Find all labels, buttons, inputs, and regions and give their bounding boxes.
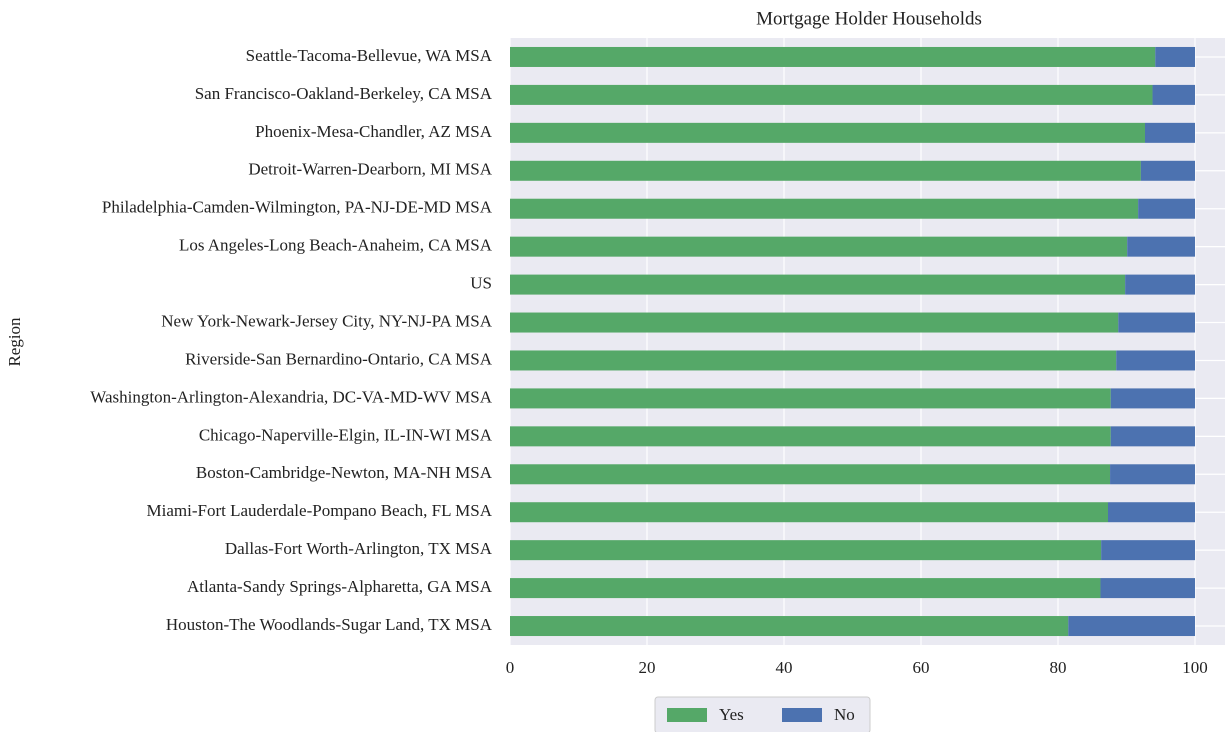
bar-segment [1068, 616, 1195, 637]
bar-segment [510, 426, 1111, 447]
bar-segment [1110, 388, 1195, 409]
x-tick-label: 20 [639, 658, 656, 677]
legend-label: Yes [719, 705, 744, 724]
bar-segment [1140, 160, 1195, 181]
y-tick-label: Dallas-Fort Worth-Arlington, TX MSA [225, 539, 493, 558]
bar-segment [1101, 540, 1195, 561]
y-tick-label: Washington-Arlington-Alexandria, DC-VA-M… [90, 387, 492, 406]
legend-swatch [667, 708, 707, 722]
y-tick-label: Boston-Cambridge-Newton, MA-NH MSA [196, 463, 493, 482]
y-tick-label: New York-Newark-Jersey City, NY-NJ-PA MS… [161, 311, 492, 330]
bar-segment [1138, 198, 1195, 219]
y-tick-label: US [470, 274, 492, 293]
y-axis-label: Region [5, 317, 24, 367]
bar-segment [510, 312, 1119, 333]
bar-segment [510, 274, 1126, 295]
x-tick-label: 40 [776, 658, 793, 677]
bar-segment [1144, 122, 1195, 143]
bar-segment [510, 578, 1101, 599]
bar-segment [1118, 312, 1195, 333]
legend-label: No [834, 705, 855, 724]
y-tick-label: Riverside-San Bernardino-Ontario, CA MSA [185, 349, 493, 368]
y-tick-label: Miami-Fort Lauderdale-Pompano Beach, FL … [147, 501, 493, 520]
bar-segment [1100, 578, 1195, 599]
bar-segment [510, 540, 1102, 561]
y-tick-label: Phoenix-Mesa-Chandler, AZ MSA [255, 122, 493, 141]
bar-segment [1125, 274, 1195, 295]
bar-segment [1127, 236, 1195, 257]
bar-segment [1152, 84, 1195, 105]
y-tick-label: Atlanta-Sandy Springs-Alpharetta, GA MSA [187, 577, 493, 596]
bar-segment [1116, 350, 1195, 371]
bar-segment [510, 502, 1109, 523]
x-tick-label: 100 [1182, 658, 1208, 677]
x-tick-label: 80 [1050, 658, 1067, 677]
bar-segment [510, 198, 1139, 219]
bar-segment [1110, 464, 1195, 485]
bar-segment [510, 350, 1117, 371]
chart-title: Mortgage Holder Households [756, 8, 982, 29]
x-tick-label: 0 [506, 658, 515, 677]
bar-segment [1110, 426, 1195, 447]
bar-segment [510, 616, 1069, 637]
bar-segment [510, 122, 1145, 143]
y-tick-label: Chicago-Naperville-Elgin, IL-IN-WI MSA [199, 425, 493, 444]
bar-segment [1108, 502, 1195, 523]
bar-segment [510, 236, 1128, 257]
y-tick-label: Detroit-Warren-Dearborn, MI MSA [248, 160, 492, 179]
bar-segment [510, 46, 1156, 67]
y-tick-label: Houston-The Woodlands-Sugar Land, TX MSA [166, 615, 493, 634]
legend: Yes No [654, 696, 871, 734]
bar-segment [510, 388, 1111, 409]
bar-segment [1155, 46, 1195, 67]
bar-segment [510, 160, 1141, 181]
bar-segment [510, 84, 1153, 105]
y-tick-label: Philadelphia-Camden-Wilmington, PA-NJ-DE… [102, 198, 493, 217]
y-tick-label: Los Angeles-Long Beach-Anaheim, CA MSA [179, 236, 493, 255]
x-tick-label: 60 [913, 658, 930, 677]
y-tick-label: Seattle-Tacoma-Bellevue, WA MSA [246, 46, 493, 65]
legend-swatch [782, 708, 822, 722]
bar-segment [510, 464, 1111, 485]
y-tick-label: San Francisco-Oakland-Berkeley, CA MSA [195, 84, 493, 103]
